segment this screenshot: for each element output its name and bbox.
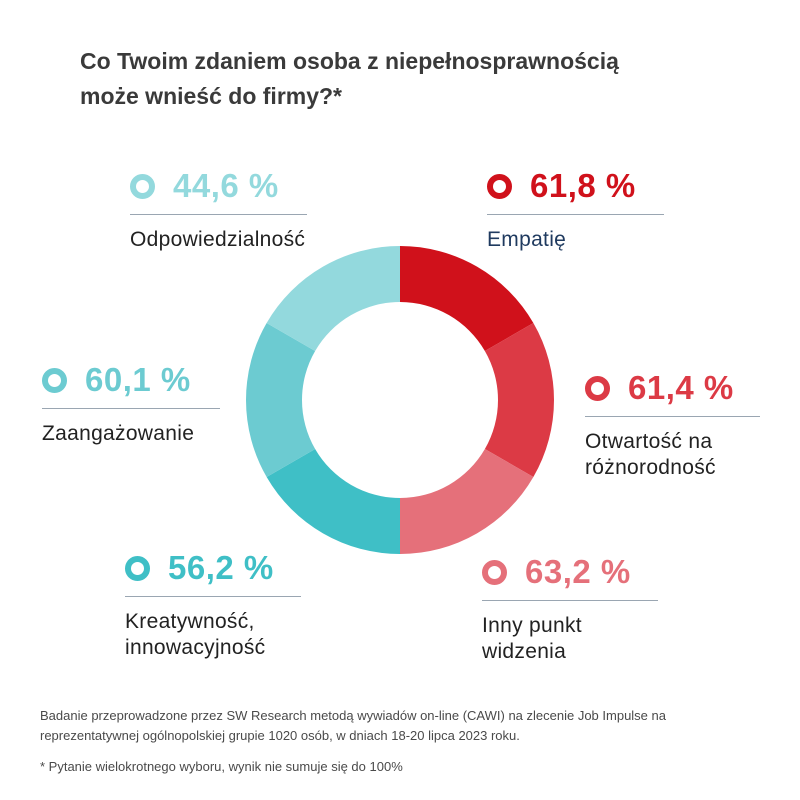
ring-marker-icon	[482, 559, 507, 585]
callout-divider	[482, 600, 658, 601]
donut-slice-1	[400, 246, 534, 351]
category-label: Otwartość na różnorodność	[585, 429, 760, 481]
callout-divider	[125, 596, 301, 597]
callout-divider	[585, 416, 760, 417]
donut-slice-6	[266, 246, 400, 351]
footnote: Badanie przeprowadzone przez SW Research…	[40, 706, 760, 746]
category-label-line: Kreatywność,	[125, 610, 255, 633]
callout-head: 56,2 %	[125, 549, 301, 586]
category-label-line: Odpowiedzialność	[130, 228, 306, 251]
callout-head: 63,2 %	[482, 553, 658, 590]
ring-marker-icon	[487, 173, 512, 199]
callout-divider	[130, 214, 307, 215]
ring-marker-icon	[130, 173, 155, 199]
footnote-star: * Pytanie wielokrotnego wyboru, wynik ni…	[40, 759, 403, 774]
title-line-2: może wnieść do firmy?*	[80, 83, 343, 109]
callout-divider	[42, 408, 220, 409]
callout-1: 61,8 % Empatię	[487, 167, 664, 253]
category-label: Empatię	[487, 227, 664, 253]
category-label-line: Inny punkt	[482, 614, 582, 637]
callout-2: 61,4 % Otwartość na różnorodność	[585, 369, 760, 481]
category-label: Odpowiedzialność	[130, 227, 307, 253]
category-label-line: Zaangażowanie	[42, 422, 195, 445]
callout-3: 63,2 % Inny punkt widzenia	[482, 553, 658, 665]
ring-marker-icon	[585, 375, 610, 401]
callout-5: 60,1 % Zaangażowanie	[42, 361, 220, 447]
donut-slice-4	[266, 449, 400, 554]
callout-6: 44,6 % Odpowiedzialność	[130, 167, 307, 253]
callout-head: 61,8 %	[487, 167, 664, 204]
category-label: Inny punkt widzenia	[482, 613, 658, 665]
callout-head: 61,4 %	[585, 369, 760, 406]
category-label-line: innowacyjność	[125, 636, 266, 659]
category-label: Kreatywność, innowacyjność	[125, 609, 301, 661]
data-label: 44,6 %	[173, 167, 279, 204]
data-label: 56,2 %	[168, 549, 274, 586]
callout-head: 44,6 %	[130, 167, 307, 204]
ring-marker-icon	[42, 367, 67, 393]
category-label: Zaangażowanie	[42, 421, 220, 447]
category-label-line: Empatię	[487, 228, 567, 251]
footnote-line-2: reprezentatywnej ogólnopolskiej grupie 1…	[40, 728, 520, 743]
footnote-line-1: Badanie przeprowadzone przez SW Research…	[40, 708, 666, 723]
title-line-1: Co Twoim zdaniem osoba z niepełnosprawno…	[80, 48, 619, 74]
page-title: Co Twoim zdaniem osoba z niepełnosprawno…	[80, 44, 740, 114]
data-label: 61,4 %	[628, 369, 734, 406]
callout-head: 60,1 %	[42, 361, 220, 398]
donut-slice-3	[400, 449, 534, 554]
donut-slice-5	[246, 323, 316, 477]
category-label-line: widzenia	[482, 640, 567, 663]
data-label: 60,1 %	[85, 361, 191, 398]
data-label: 63,2 %	[525, 553, 631, 590]
callout-divider	[487, 214, 664, 215]
callout-4: 56,2 % Kreatywność, innowacyjność	[125, 549, 301, 661]
donut-slice-2	[484, 323, 554, 477]
category-label-line: różnorodność	[585, 456, 716, 479]
data-label: 61,8 %	[530, 167, 636, 204]
category-label-line: Otwartość na	[585, 430, 713, 453]
ring-marker-icon	[125, 555, 150, 581]
